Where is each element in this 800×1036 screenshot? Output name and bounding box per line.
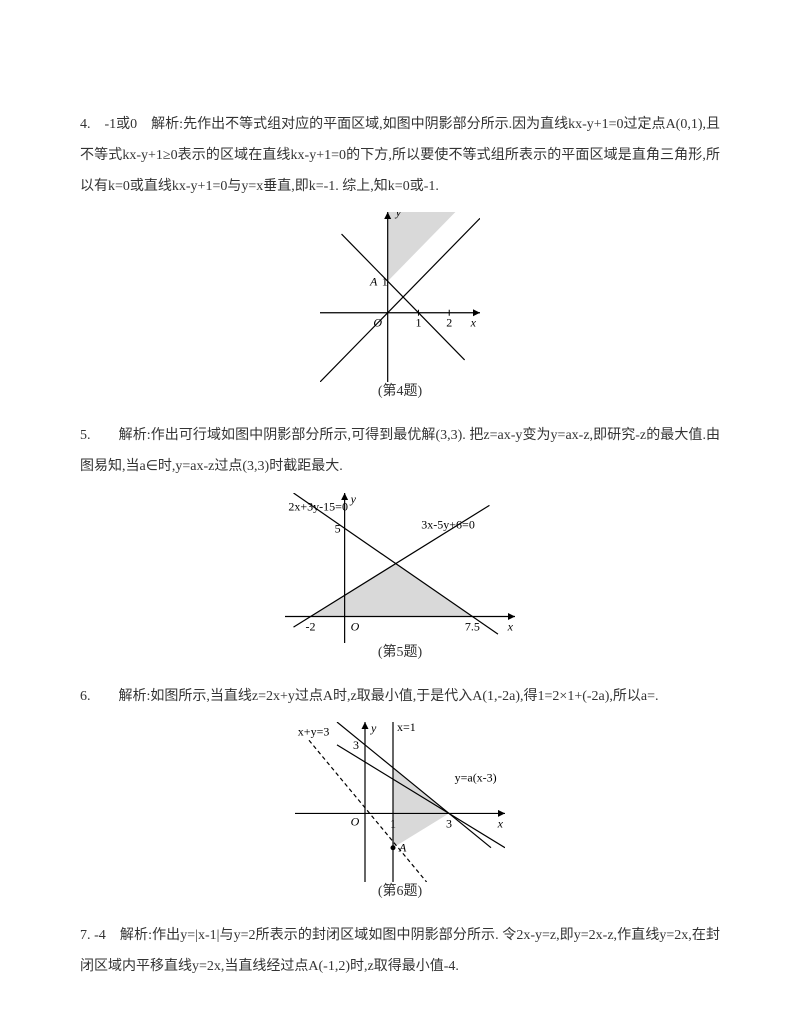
q7-text: 7. -4 解析:作出y=|x-1|与y=2所表示的封闭区域如图中阴影部分所示.… xyxy=(80,921,720,983)
q5-diagram: -2 5 7.5 Ox y2x+3y-15=0 3x-5y+6=0 xyxy=(285,493,515,643)
svg-text:-2: -2 xyxy=(306,619,316,633)
svg-text:O: O xyxy=(351,815,360,829)
svg-text:O: O xyxy=(373,316,382,330)
svg-text:y: y xyxy=(395,212,402,219)
svg-text:3: 3 xyxy=(446,817,452,831)
q5-text: 5. 解析:作出可行域如图中阴影部分所示,可得到最优解(3,3). 把z=ax-… xyxy=(80,421,720,483)
svg-text:x=1: x=1 xyxy=(397,722,416,734)
q6-caption: (第6题) xyxy=(80,884,720,901)
svg-text:x: x xyxy=(507,619,514,633)
svg-text:A: A xyxy=(398,841,407,855)
svg-text:1: 1 xyxy=(382,275,388,289)
svg-text:x+y=3: x+y=3 xyxy=(298,725,330,739)
svg-text:1: 1 xyxy=(415,316,421,330)
q5-caption: (第5题) xyxy=(80,645,720,662)
svg-text:y: y xyxy=(350,493,357,506)
q6-diagram: O 3 1 3 x y x+y=3 x=1 y=a(x-3) A xyxy=(295,722,505,882)
svg-text:7.5: 7.5 xyxy=(465,619,480,633)
q4-text: 4. -1或0 解析:先作出不等式组对应的平面区域,如图中阴影部分所示.因为直线… xyxy=(80,110,720,202)
q4-caption: (第4题) xyxy=(80,384,720,401)
q6-figure: O 3 1 3 x y x+y=3 x=1 y=a(x-3) A (第6题) xyxy=(80,722,720,901)
svg-text:1: 1 xyxy=(390,817,396,831)
svg-text:A: A xyxy=(369,275,378,289)
svg-text:O: O xyxy=(351,619,360,633)
svg-text:3: 3 xyxy=(353,738,359,752)
q4-diagram: O12A1xy xyxy=(320,212,480,382)
svg-text:5: 5 xyxy=(335,521,341,535)
svg-text:y=a(x-3): y=a(x-3) xyxy=(455,771,497,785)
q6-text: 6. 解析:如图所示,当直线z=2x+y过点A时,z取最小值,于是代入A(1,-… xyxy=(80,682,720,713)
q5-figure: -2 5 7.5 Ox y2x+3y-15=0 3x-5y+6=0 (第5题) xyxy=(80,493,720,662)
svg-text:3x-5y+6=0: 3x-5y+6=0 xyxy=(421,517,475,531)
svg-text:2: 2 xyxy=(446,316,452,330)
svg-text:x: x xyxy=(497,817,504,831)
svg-text:x: x xyxy=(470,316,477,330)
svg-text:y: y xyxy=(370,722,377,735)
q4-figure: O12A1xy (第4题) xyxy=(80,212,720,401)
svg-text:2x+3y-15=0: 2x+3y-15=0 xyxy=(288,499,348,513)
